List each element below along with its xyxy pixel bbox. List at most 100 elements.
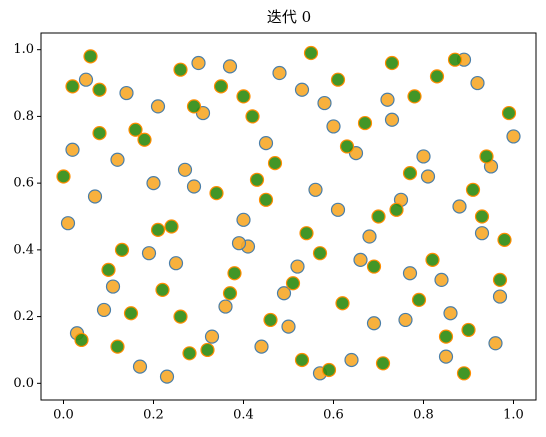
- scatter-point: [456, 366, 472, 381]
- scatter-point: [218, 299, 233, 314]
- scatter-point: [312, 246, 328, 261]
- scatter-point: [353, 252, 368, 267]
- scatter-point: [474, 209, 490, 224]
- scatter-point: [222, 59, 238, 74]
- scatter-point: [101, 262, 116, 277]
- scatter-point: [339, 139, 355, 154]
- scatter-point: [213, 79, 229, 94]
- scatter-point: [438, 349, 454, 364]
- scatter-point: [402, 266, 418, 281]
- scatter-point: [366, 316, 382, 331]
- scatter-point: [317, 95, 332, 111]
- scatter-point: [429, 69, 445, 84]
- scatter-point: [321, 362, 337, 378]
- scatter-point: [299, 226, 314, 241]
- scatter-point: [375, 356, 391, 371]
- scatter-point: [123, 306, 139, 321]
- scatter-point: [146, 176, 161, 191]
- scatter-point: [294, 82, 310, 97]
- scatter-point: [177, 162, 193, 177]
- chart-title: 迭代 0: [267, 8, 311, 26]
- scatter-point: [105, 279, 121, 294]
- scatter-point: [159, 369, 175, 384]
- scatter-point: [191, 55, 206, 71]
- scatter-point: [137, 132, 152, 147]
- scatter-point: [380, 92, 395, 107]
- scatter-point: [371, 209, 386, 224]
- scatter-point: [447, 52, 463, 67]
- scatter-point: [330, 202, 346, 217]
- scatter-point: [308, 182, 323, 197]
- scatter-point: [438, 329, 454, 344]
- scatter-point: [416, 149, 431, 164]
- scatter-point: [245, 109, 260, 124]
- scatter-point: [78, 72, 94, 87]
- scatter-point: [119, 85, 134, 101]
- scatter-point: [200, 342, 215, 358]
- scatter-point: [222, 286, 238, 301]
- scatter-point: [384, 112, 400, 127]
- scatter-point: [465, 182, 481, 197]
- scatter-point: [132, 359, 148, 374]
- y-tick-label: 0.0: [13, 376, 34, 391]
- scatter-point: [398, 312, 413, 328]
- scatter-point: [128, 122, 143, 137]
- scatter-point: [236, 212, 251, 227]
- scatter-point: [276, 286, 292, 301]
- scatter-point: [258, 192, 274, 207]
- scatter-point: [344, 352, 359, 368]
- x-tick-label: 0.2: [143, 408, 164, 423]
- scatter-point: [92, 82, 107, 97]
- scatter-point: [83, 49, 98, 64]
- scatter-point: [474, 226, 490, 241]
- scatter-point: [56, 169, 71, 184]
- scatter-point: [249, 172, 265, 187]
- x-tick-label: 0.6: [323, 408, 344, 423]
- scatter-point: [461, 322, 476, 338]
- y-tick-label: 0.8: [13, 109, 34, 124]
- scatter-point: [209, 186, 224, 201]
- scatter-point: [501, 105, 517, 121]
- scatter-point: [96, 302, 112, 318]
- scatter-point: [155, 282, 170, 297]
- scatter-point: [470, 75, 485, 91]
- scatter-point: [173, 309, 188, 324]
- scatter-point: [492, 272, 508, 287]
- scatter-point: [492, 289, 508, 304]
- scatter-point: [110, 152, 125, 167]
- scatter-point: [281, 319, 296, 334]
- scatter-point: [258, 136, 274, 151]
- scatter-point: [290, 259, 305, 274]
- scatter-point: [497, 232, 512, 247]
- scatter-point: [231, 236, 247, 251]
- scatter-point: [357, 115, 373, 131]
- scatter-point: [164, 219, 179, 234]
- scatter-point: [488, 336, 503, 351]
- scatter-point: [150, 99, 166, 114]
- scatter-point: [186, 179, 202, 194]
- scatter-point: [434, 272, 449, 287]
- scatter-point: [272, 65, 287, 81]
- scatter-point: [92, 125, 107, 141]
- scatter-point: [335, 296, 350, 311]
- y-tick-label: 0.2: [13, 309, 34, 324]
- scatter-point: [506, 129, 521, 144]
- scatter-point: [425, 252, 440, 267]
- scatter-point: [254, 339, 269, 354]
- scatter-point: [110, 339, 125, 354]
- scatter-point: [186, 99, 202, 114]
- scatter-point: [389, 202, 404, 217]
- y-tick-label: 1.0: [13, 42, 34, 57]
- scatter-point: [384, 55, 400, 71]
- y-tick-label: 0.4: [13, 242, 34, 257]
- scatter-point: [411, 292, 427, 308]
- scatter-point: [366, 259, 382, 274]
- scatter-point: [263, 312, 278, 328]
- x-tick-label: 0.0: [53, 408, 74, 423]
- scatter-point: [87, 189, 103, 204]
- scatter-point: [74, 332, 89, 348]
- scatter-point: [150, 222, 166, 237]
- scatter-point: [407, 89, 422, 104]
- scatter-point: [402, 166, 418, 181]
